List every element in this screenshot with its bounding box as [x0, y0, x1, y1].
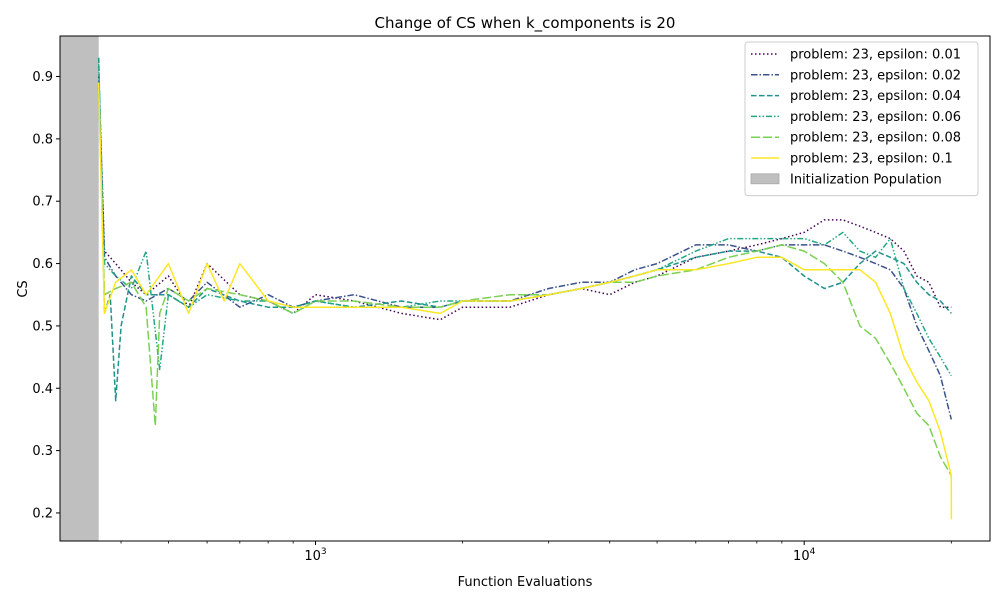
- series-line-3: [97, 57, 952, 402]
- legend-label: problem: 23, epsilon: 0.01: [790, 48, 961, 63]
- y-tick-label: 0.8: [32, 132, 53, 147]
- legend-label: problem: 23, epsilon: 0.04: [790, 89, 961, 104]
- legend-label: problem: 23, epsilon: 0.08: [790, 131, 961, 146]
- x-axis-label: Function Evaluations: [458, 575, 593, 590]
- y-tick-label: 0.6: [32, 257, 53, 272]
- legend: problem: 23, epsilon: 0.01 problem: 23, e…: [744, 41, 979, 197]
- plot-frame: [59, 35, 991, 542]
- legend-label: Initialization Population: [790, 172, 942, 187]
- legend-box: [744, 41, 979, 197]
- shaded-region: [60, 36, 99, 541]
- y-tick-label: 0.3: [32, 444, 53, 459]
- y-tick-label: 0.7: [32, 195, 53, 210]
- y-axis: 0.2 0.3 0.4 0.5 0.6 0.7 0.8 0.9: [32, 70, 60, 521]
- y-tick-label: 0.2: [32, 506, 53, 521]
- legend-label: problem: 23, epsilon: 0.06: [790, 110, 961, 125]
- x-tick-label: 103: [304, 547, 326, 564]
- legend-label: problem: 23, epsilon: 0.1: [790, 152, 953, 167]
- x-axis: 103 104: [120, 541, 952, 564]
- series-group: [97, 57, 953, 520]
- series-line-6: [97, 82, 953, 520]
- y-tick-label: 0.9: [32, 70, 53, 85]
- legend-label: problem: 23, epsilon: 0.02: [790, 68, 961, 83]
- series-line-2: [97, 82, 953, 420]
- chart-title: Change of CS when k_components is 20: [375, 14, 676, 33]
- y-tick-label: 0.5: [32, 319, 53, 334]
- x-tick-label: 104: [793, 547, 816, 564]
- legend-swatch-shade: [750, 173, 780, 185]
- y-axis-label: CS: [16, 280, 31, 297]
- y-tick-label: 0.4: [32, 382, 53, 397]
